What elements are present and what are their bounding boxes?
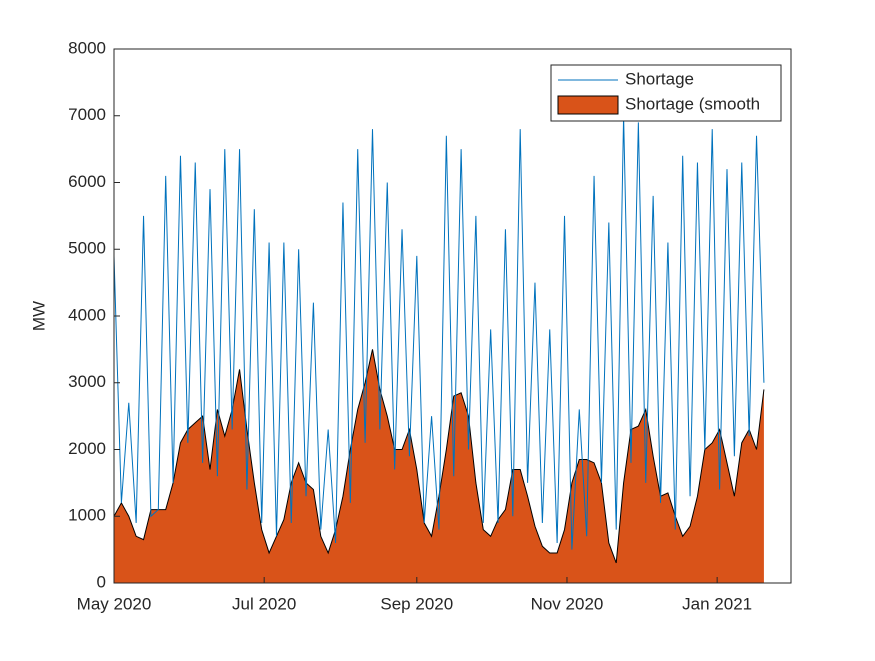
legend-swatch [557, 95, 619, 115]
y-axis-label: MW [29, 301, 48, 331]
legend: Shortage Shortage (smooth [550, 64, 782, 122]
x-tick-label: Jan 2021 [682, 594, 752, 613]
y-tick-label: 5000 [68, 239, 106, 258]
y-tick-label: 3000 [68, 372, 106, 391]
x-tick-label: Nov 2020 [531, 594, 604, 613]
y-tick-label: 1000 [68, 506, 106, 525]
y-tick-label: 8000 [68, 38, 106, 57]
legend-label: Shortage (smooth [625, 94, 760, 113]
line [113, 115, 765, 550]
area [114, 349, 764, 583]
x-tick-label: Sep 2020 [380, 594, 453, 613]
y-tick-label: 6000 [68, 172, 106, 191]
y-tick-label: 7000 [68, 105, 106, 124]
x-tick-label: Jul 2020 [232, 594, 296, 613]
legend-label: Shortage [625, 69, 694, 88]
y-tick-label: 4000 [68, 305, 106, 324]
x-tick-label: May 2020 [77, 594, 152, 613]
y-tick-label: 2000 [68, 439, 106, 458]
area-edge [113, 349, 765, 564]
y-tick-label: 0 [97, 572, 106, 591]
